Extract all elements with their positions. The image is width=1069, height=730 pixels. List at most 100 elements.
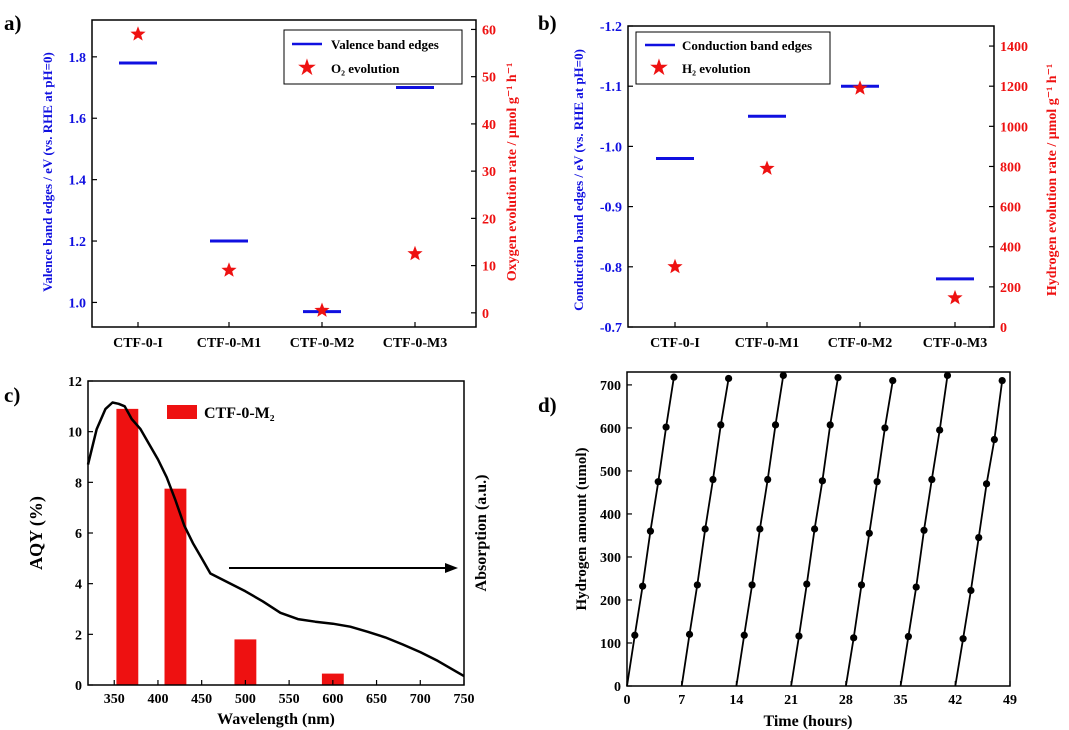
panel-d-point-2-6 (779, 371, 787, 380)
panel-b-x-axis: CTF-0-I CTF-0-M1 CTF-0-M2 CTF-0-M3 (650, 322, 987, 351)
panel-d-point-2-2 (748, 581, 756, 589)
panel-c-x-tick-label-2: 450 (191, 692, 212, 707)
panel-b-legend-star: ★ (650, 57, 668, 79)
panel-d-xlabel: Time (hours) (763, 713, 852, 730)
panel-d-point-2-4 (764, 475, 772, 484)
panel-d-point-5-6 (943, 371, 952, 380)
panel-d-ylabel: Hydrogen amount (umol) (574, 447, 590, 610)
panel-d-marks (626, 371, 1006, 687)
panel-b: b) -0.7 -0.8 -0.9 -1.0 -1.1 -1.2 0 200 400 600 80… (538, 11, 1060, 351)
panel-b-h2-star-0 (667, 258, 683, 274)
panel-d-point-0-1 (631, 631, 639, 639)
panel-d-point-0-4 (654, 478, 662, 486)
panel-a-frame (91, 19, 477, 328)
panel-b-x-tick-label-0: CTF-0-I (650, 336, 700, 351)
panel-d-point-3-6 (834, 373, 842, 382)
panel-b-right-axis: 0 200 400 600 800 1000 1200 1400 (989, 40, 1028, 336)
panel-c-x-tick-label-8: 750 (454, 692, 475, 707)
panel-b-h2-star-2 (852, 80, 868, 95)
panel-d-point-0-2 (639, 582, 647, 590)
panel-b-marks (656, 80, 974, 305)
panel-d-x-tick-label-6: 42 (948, 693, 962, 708)
panel-d-point-6-1 (959, 635, 967, 643)
panel-c-frame (87, 380, 465, 686)
panel-d-x-tick-label-3: 21 (784, 693, 798, 708)
panel-c-left-axis: 0 2 4 6 8 10 12 (68, 375, 93, 694)
panel-b-y-tick-label-2: -0.9 (600, 201, 622, 216)
panel-a-o2-star-0 (130, 26, 146, 41)
panel-d-y-tick-label-4: 400 (600, 508, 621, 523)
panel-a-right-axis: 0 10 20 30 40 50 60 (471, 23, 496, 322)
panel-d-point-3-1 (795, 632, 803, 640)
panel-d-point-0-6 (670, 373, 678, 381)
panel-c-y-tick-label-6: 12 (68, 375, 82, 390)
panel-a-x-axis: CTF-0-I CTF-0-M1 CTF-0-M2 CTF-0-M3 (113, 322, 447, 351)
panel-a-marks (119, 26, 434, 317)
panel-a-x-tick-label-0: CTF-0-I (113, 336, 163, 351)
panel-a-y-tick-label-1: 1.2 (69, 235, 87, 250)
panel-d-x-tick-label-5: 35 (894, 693, 908, 708)
panel-b-y2-tick-label-4: 800 (1000, 160, 1021, 175)
panel-c-x-tick-label-0: 350 (104, 692, 125, 707)
panel-d-x-tick-label-0: 0 (624, 693, 631, 708)
panel-d-point-6-5 (990, 435, 998, 444)
panel-a-legend-label-1: Valence band edges (331, 37, 439, 52)
panel-c-aqy-bar-3 (321, 673, 344, 685)
panel-d-left-axis: 0 100 200 300 400 500 600 700 (600, 379, 632, 695)
panel-c-y-tick-label-4: 8 (75, 476, 82, 491)
panel-a-y-tick-label-3: 1.6 (69, 112, 87, 127)
panel-d-point-3-3 (810, 525, 819, 533)
panel-d-point-4-6 (889, 377, 897, 385)
panel-d-y-tick-label-2: 200 (600, 594, 621, 609)
panel-b-legend-label-2: H₂ evolution (682, 61, 751, 76)
panel-c-label: c) (4, 383, 20, 407)
panel-d-x-tick-label-4: 28 (839, 693, 853, 708)
panel-b-x-tick-label-3: CTF-0-M3 (923, 336, 988, 351)
panel-a: a) 1.0 1.2 1.4 1.6 1.8 0 10 20 30 40 50 60 CTF-0-I… (4, 11, 520, 351)
panel-b-y-tick-label-4: -1.1 (600, 80, 622, 95)
panel-c-aqy-bar-0 (116, 408, 139, 685)
panel-d-point-1-4 (709, 475, 717, 484)
panel-a-legend-box (283, 29, 463, 85)
panel-c-y2label: Absorption (a.u.) (473, 475, 490, 592)
panel-d-point-2-5 (771, 421, 780, 429)
panel-d-point-1-2 (693, 581, 701, 589)
panel-a-label: a) (4, 11, 22, 35)
panel-d-point-0-5 (662, 423, 670, 431)
panel-d-point-1-3 (701, 525, 709, 533)
panel-d-point-5-5 (936, 426, 944, 434)
panel-a-x-tick-label-1: CTF-0-M1 (197, 336, 262, 351)
panel-b-h2-star-3 (947, 289, 963, 305)
panel-a-x-tick-label-3: CTF-0-M3 (383, 336, 448, 351)
panel-c-x-axis: 350 400 450 500 550 600 650 700 750 (104, 680, 475, 707)
panel-a-x-tick-label-2: CTF-0-M2 (290, 336, 355, 351)
panel-d-y-tick-label-5: 500 (600, 465, 621, 480)
panel-d-point-0-3 (646, 527, 655, 535)
panel-b-y2-tick-label-1: 200 (1000, 281, 1021, 296)
panel-b-x-tick-label-1: CTF-0-M1 (735, 336, 800, 351)
panel-b-legend-label-1: Conduction band edges (682, 38, 812, 53)
panel-d-point-4-4 (873, 478, 881, 486)
panel-d-y-tick-label-0: 0 (614, 680, 621, 695)
panel-b-left-axis: -0.7 -0.8 -0.9 -1.0 -1.1 -1.2 (600, 20, 633, 336)
panel-d-x-tick-label-1: 7 (678, 693, 685, 708)
panel-d-point-2-3 (756, 525, 764, 533)
panel-d-point-3-5 (826, 421, 834, 429)
panel-d-x-axis: 0 7 14 21 28 35 42 49 (624, 681, 1017, 708)
panel-b-y2-tick-label-5: 1000 (1000, 120, 1028, 135)
panel-c-y-tick-label-3: 6 (75, 527, 82, 542)
panel-c-legend-label: CTF-0-M₂ (204, 405, 275, 422)
panel-d-y-tick-label-3: 300 (600, 551, 621, 566)
panel-b-y-tick-label-3: -1.0 (600, 140, 622, 155)
panel-c-x-tick-label-6: 650 (366, 692, 387, 707)
panel-c-y-tick-label-1: 2 (75, 628, 82, 643)
panel-d-point-5-1 (904, 632, 912, 641)
panel-c-aqy-bar-2 (234, 639, 257, 685)
panel-a-left-axis: 1.0 1.2 1.4 1.6 1.8 (69, 51, 97, 311)
panel-b-y2-tick-label-0: 0 (1000, 321, 1007, 336)
panel-d-point-4-2 (857, 581, 866, 589)
panel-d-point-4-1 (850, 634, 858, 642)
panel-a-y2-tick-label-5: 50 (482, 71, 496, 86)
panel-d-point-1-5 (717, 421, 725, 429)
panel-a-y2-tick-label-3: 30 (482, 165, 496, 180)
